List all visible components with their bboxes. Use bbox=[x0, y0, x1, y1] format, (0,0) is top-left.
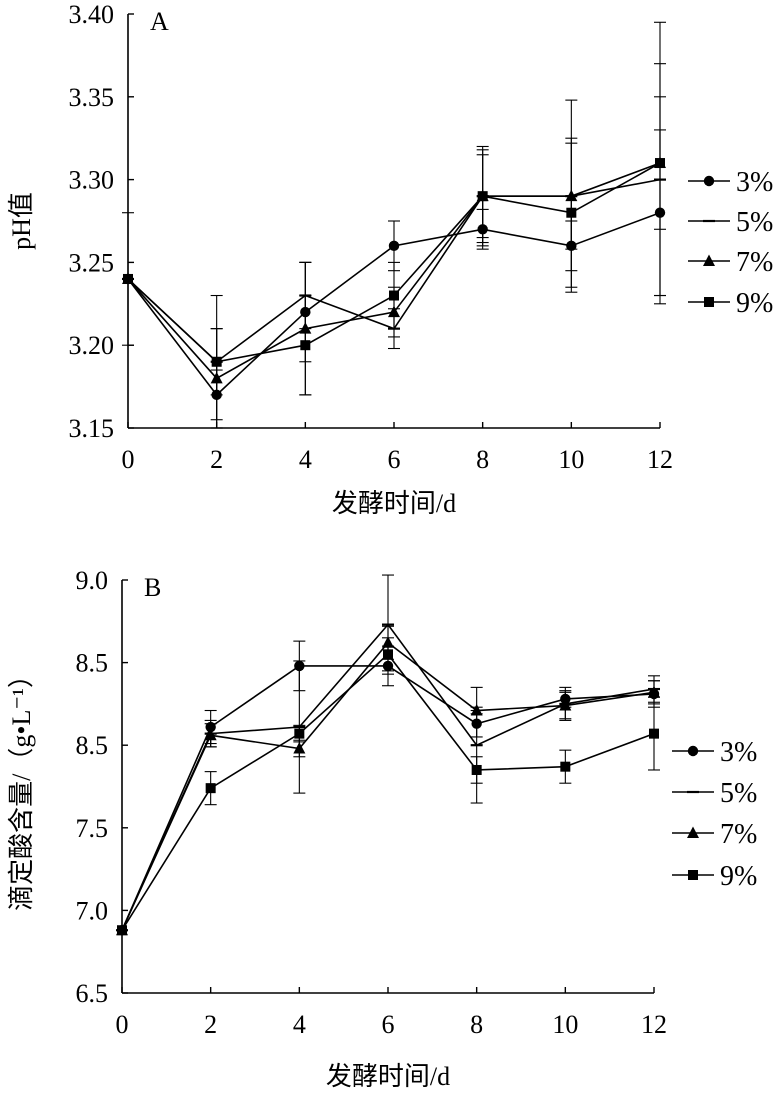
y-tick-label: 3.35 bbox=[69, 83, 115, 112]
data-point bbox=[471, 764, 482, 775]
data-point bbox=[388, 240, 400, 252]
y-tick-label: 8.5 bbox=[76, 649, 109, 678]
data-point bbox=[470, 704, 483, 716]
legend-item: 9% bbox=[688, 288, 773, 319]
y-tick-label: 3.30 bbox=[69, 166, 115, 195]
series-line bbox=[121, 653, 655, 931]
series-9pct bbox=[117, 637, 660, 936]
y-tick-label: 8.5 bbox=[76, 731, 109, 760]
series-9pct bbox=[123, 21, 666, 429]
y-axis-title: pH值 bbox=[7, 192, 36, 250]
legend-label: 5% bbox=[736, 207, 773, 238]
x-tick-label: 6 bbox=[382, 1010, 395, 1039]
x-tick-label: 6 bbox=[388, 445, 401, 474]
data-point bbox=[300, 340, 311, 351]
x-tick-label: 4 bbox=[293, 1010, 306, 1039]
legend-label: 9% bbox=[720, 861, 757, 892]
chart-panel-a: 0 2 4 6 8 10 12 3.15 3.20 3.25 3.30 3.35 3.40 A 发酵时间/d… bbox=[7, 0, 773, 518]
legend-label: 3% bbox=[720, 737, 757, 768]
y-tick-label: 3.40 bbox=[69, 0, 115, 29]
data-point bbox=[123, 273, 133, 284]
y-tick-label: 6.5 bbox=[76, 979, 109, 1008]
x-tick-label: 2 bbox=[210, 445, 223, 474]
data-point bbox=[383, 649, 393, 660]
x-tick-label: 2 bbox=[204, 1010, 217, 1039]
x-tick-label: 12 bbox=[647, 445, 673, 474]
series-line bbox=[121, 665, 655, 931]
x-tick-label: 0 bbox=[116, 1010, 129, 1039]
x-tick-label: 12 bbox=[641, 1010, 667, 1039]
legend-label: 3% bbox=[736, 167, 773, 198]
data-point bbox=[566, 207, 577, 218]
legend-marker bbox=[704, 297, 714, 307]
data-point bbox=[560, 761, 571, 772]
x-tick-label: 0 bbox=[122, 445, 135, 474]
x-axis-title: 发酵时间/d bbox=[332, 489, 456, 518]
legend-marker bbox=[703, 175, 715, 187]
data-point bbox=[294, 728, 305, 739]
series-3pct bbox=[116, 640, 660, 936]
legend-item: 7% bbox=[672, 819, 757, 850]
x-tick-label: 8 bbox=[470, 1010, 483, 1039]
x-axis-title: 发酵时间/d bbox=[326, 1062, 450, 1091]
legend-marker bbox=[688, 870, 698, 880]
legend-label: 7% bbox=[720, 819, 757, 850]
y-tick-label: 3.25 bbox=[69, 248, 115, 277]
legend-label: 5% bbox=[720, 778, 757, 809]
y-axis-title: 滴定酸含量/（g•L⁻¹） bbox=[7, 662, 36, 911]
legend-item: 7% bbox=[688, 247, 773, 278]
x-tick-label: 10 bbox=[558, 445, 584, 474]
legend-marker bbox=[703, 254, 715, 266]
y-tick-label: 7.0 bbox=[76, 896, 109, 925]
legend-item: 3% bbox=[672, 737, 757, 768]
data-point bbox=[655, 158, 665, 169]
data-point bbox=[477, 191, 488, 202]
data-point bbox=[559, 699, 572, 711]
data-point bbox=[117, 925, 127, 936]
data-point bbox=[648, 685, 660, 698]
chart-panel-b: 0 2 4 6 8 10 12 6.5 7.0 7.5 8.5 8.5 9.0 B 发酵时间/d 滴定酸含量/… bbox=[7, 566, 757, 1091]
data-point bbox=[204, 728, 217, 741]
legend-item: 9% bbox=[672, 861, 757, 892]
data-point bbox=[389, 290, 399, 301]
x-tick-label: 8 bbox=[476, 445, 489, 474]
legend-label: 9% bbox=[736, 288, 773, 319]
data-point bbox=[211, 356, 222, 367]
legend-marker bbox=[687, 745, 699, 757]
legend-marker bbox=[687, 826, 699, 838]
legend-item: 3% bbox=[688, 167, 773, 198]
legend-label: 7% bbox=[736, 247, 773, 278]
legend-item: 5% bbox=[672, 778, 757, 809]
x-tick-label: 10 bbox=[552, 1010, 578, 1039]
panel-label: A bbox=[150, 7, 169, 36]
legend-item: 5% bbox=[688, 207, 773, 238]
data-point bbox=[293, 742, 306, 754]
y-tick-label: 3.20 bbox=[69, 331, 115, 360]
y-tick-label: 3.15 bbox=[69, 414, 115, 443]
data-point bbox=[649, 728, 659, 739]
data-point bbox=[205, 783, 216, 794]
x-tick-label: 4 bbox=[299, 445, 312, 474]
y-tick-label: 9.0 bbox=[76, 566, 109, 595]
y-tick-label: 7.5 bbox=[76, 814, 109, 843]
panel-label: B bbox=[144, 573, 161, 602]
